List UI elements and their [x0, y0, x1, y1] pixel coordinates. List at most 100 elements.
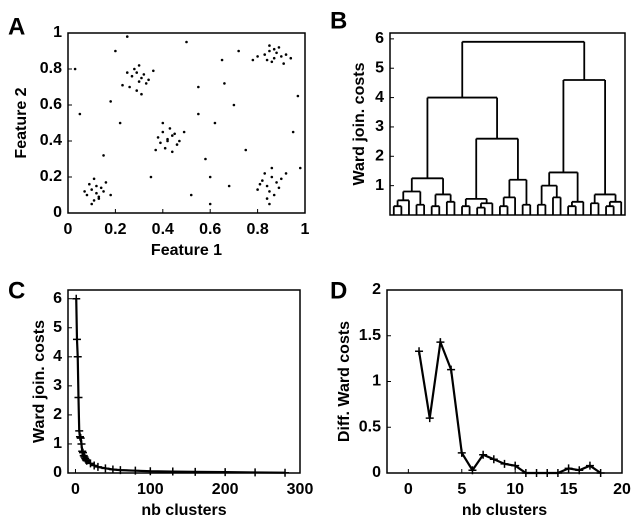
point — [144, 82, 148, 85]
point — [277, 186, 281, 190]
point — [232, 103, 236, 107]
x-tick-label: 5 — [457, 481, 466, 498]
x-tick-label: 0 — [64, 221, 73, 238]
point — [109, 100, 112, 103]
marker — [72, 335, 81, 344]
point — [263, 53, 267, 56]
x-tick-label: 100 — [137, 481, 164, 498]
point — [114, 49, 117, 53]
point — [291, 130, 295, 134]
x-tick-label: 300 — [287, 481, 314, 498]
point — [189, 193, 193, 197]
point — [92, 199, 96, 202]
point — [92, 177, 96, 181]
point — [154, 148, 157, 152]
point — [102, 190, 105, 193]
marker — [447, 365, 456, 374]
marker — [74, 393, 83, 402]
marker — [532, 469, 541, 477]
point — [109, 193, 112, 197]
marker — [425, 414, 434, 423]
y-tick-label: 5 — [375, 59, 384, 76]
y-tick-label: 0 — [53, 204, 62, 221]
point — [197, 85, 200, 89]
point — [166, 137, 169, 141]
dendrogram-link — [593, 193, 617, 204]
point — [147, 78, 150, 82]
point — [125, 71, 129, 74]
y-tick-label: 0 — [53, 464, 62, 481]
dendrogram-link — [434, 193, 452, 207]
x-tick-label: 0 — [404, 481, 413, 498]
point — [272, 193, 276, 197]
point — [163, 146, 167, 150]
point — [166, 139, 169, 143]
point — [275, 181, 278, 184]
panel-label: C — [8, 277, 25, 304]
point — [121, 83, 124, 87]
marker — [553, 469, 562, 477]
point — [268, 202, 271, 206]
point — [268, 44, 271, 47]
y-tick-label: 2 — [375, 148, 384, 165]
y-tick-label: 4 — [375, 89, 384, 106]
marker — [77, 439, 86, 448]
point — [265, 58, 269, 62]
point — [85, 193, 89, 197]
point — [159, 141, 162, 145]
panel-label: B — [330, 7, 347, 34]
point — [272, 56, 276, 60]
point — [296, 94, 300, 98]
y-tick-label: 5 — [53, 319, 62, 336]
point — [135, 89, 139, 92]
y-tick-label: 6 — [375, 30, 384, 47]
point — [175, 143, 179, 146]
marker — [168, 467, 177, 476]
point — [251, 58, 255, 62]
marker — [108, 465, 117, 474]
axes-box — [389, 32, 626, 216]
dendrogram-link — [567, 205, 577, 215]
y-tick-label: 3 — [53, 377, 62, 394]
point — [104, 181, 108, 184]
point — [227, 184, 231, 188]
point — [102, 154, 105, 157]
line — [417, 337, 602, 475]
dendrogram-link — [392, 205, 403, 215]
point — [152, 69, 155, 73]
point — [277, 46, 281, 49]
axes-box — [67, 32, 306, 214]
marker — [93, 462, 102, 471]
marker — [116, 466, 125, 475]
point — [173, 132, 176, 136]
x-tick-label: 0.2 — [104, 221, 126, 238]
point — [270, 166, 274, 170]
marker — [596, 469, 605, 477]
axes-box — [67, 289, 301, 474]
dendrogram-link — [562, 79, 607, 195]
point — [88, 182, 91, 186]
y-tick-label: 0.8 — [40, 60, 62, 77]
marker — [500, 459, 509, 468]
y-tick-label: 4 — [53, 348, 62, 365]
marker — [543, 469, 552, 477]
marker — [489, 455, 498, 464]
point — [213, 121, 217, 125]
dendrogram-link — [402, 190, 422, 205]
point — [280, 55, 283, 58]
point — [128, 85, 131, 89]
point — [256, 55, 259, 58]
point — [268, 49, 271, 53]
marker — [131, 466, 140, 475]
point — [161, 130, 165, 134]
y-tick-label: 1 — [372, 373, 381, 390]
point — [90, 202, 93, 206]
marker — [146, 467, 155, 476]
point — [95, 184, 98, 188]
dendrogram-link — [461, 205, 471, 215]
x-tick-label: 0.4 — [152, 221, 174, 238]
panel-label: D — [330, 277, 347, 304]
point — [90, 188, 93, 191]
